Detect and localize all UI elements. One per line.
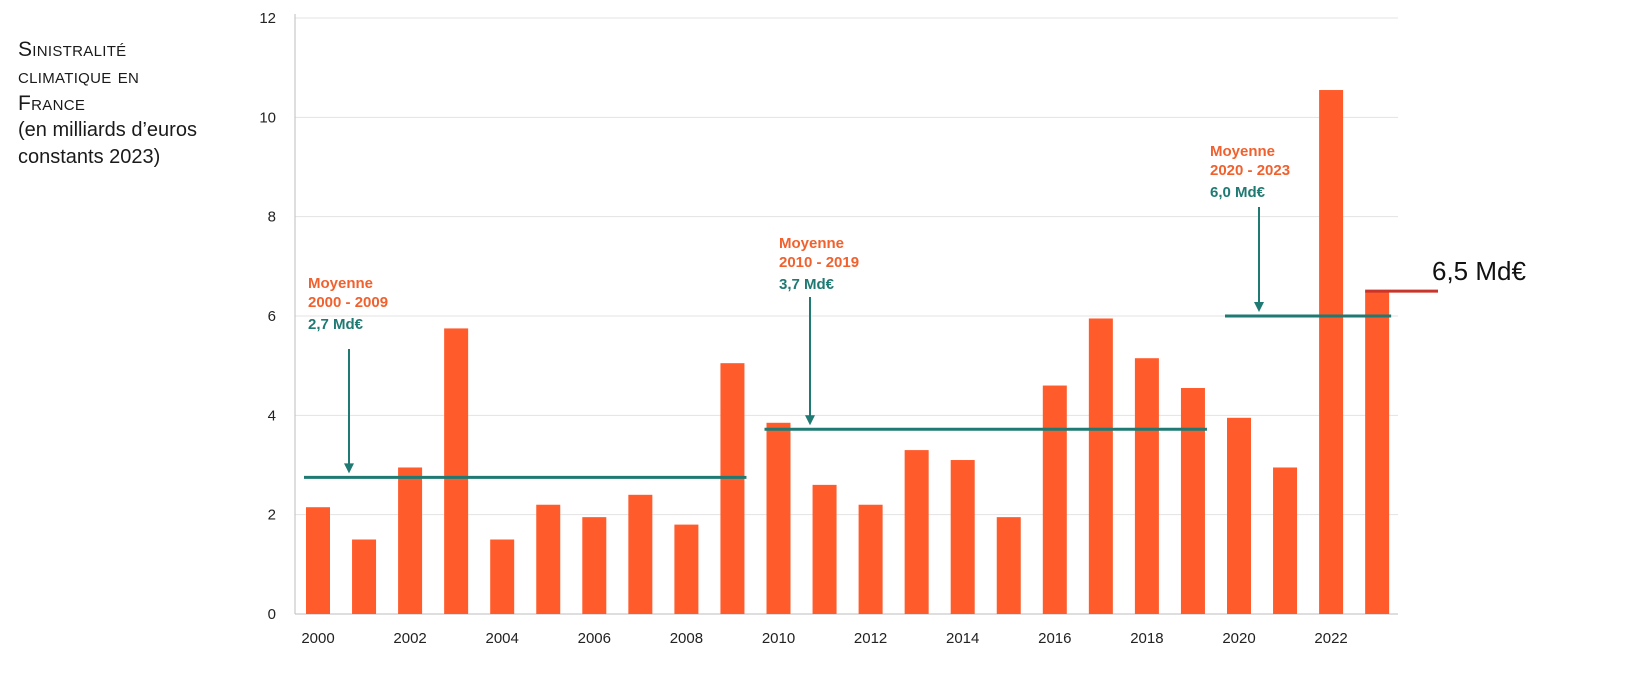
average-value: 2,7 Md€ — [308, 316, 364, 333]
average-value: 6,0 Md€ — [1210, 184, 1266, 201]
title-line-1: Sinistralité — [18, 38, 127, 61]
x-tick-label: 2000 — [301, 630, 334, 647]
subtitle-line-1: (en milliards d’euros — [18, 119, 197, 141]
x-tick-label: 2006 — [578, 630, 611, 647]
bar-2011 — [812, 484, 837, 614]
average-value: 3,7 Md€ — [779, 276, 835, 293]
highlight-label: 6,5 Md€ — [1432, 256, 1526, 286]
x-tick-label: 2022 — [1314, 630, 1347, 647]
bar-2005 — [536, 504, 561, 614]
bar-2015 — [996, 517, 1021, 614]
average-label: Moyenne — [308, 275, 373, 292]
y-tick-label: 12 — [259, 10, 276, 27]
x-tick-label: 2010 — [762, 630, 795, 647]
average-period: 2000 - 2009 — [308, 294, 388, 311]
bar-2017 — [1088, 318, 1113, 614]
average-period: 2010 - 2019 — [779, 254, 859, 271]
average-label: Moyenne — [1210, 143, 1275, 160]
bar-2007 — [628, 494, 653, 614]
bar-2004 — [490, 539, 515, 614]
y-tick-label: 8 — [268, 209, 276, 226]
x-tick-label: 2012 — [854, 630, 887, 647]
chart-title: Sinistralité climatique en France (en mi… — [18, 36, 248, 171]
title-line-3: France — [18, 92, 86, 115]
bar-2019 — [1180, 388, 1205, 614]
arrow-head — [805, 415, 815, 426]
subtitle-line-2: constants 2023) — [18, 146, 161, 168]
bar-2023 — [1365, 291, 1390, 614]
bar-2016 — [1042, 385, 1067, 614]
x-tick-label: 2004 — [486, 630, 519, 647]
bar-2013 — [904, 450, 929, 614]
x-tick-label: 2014 — [946, 630, 979, 647]
average-label: Moyenne — [779, 235, 844, 252]
arrow-head — [1254, 302, 1264, 312]
bar-2020 — [1227, 417, 1251, 614]
bar-2010 — [766, 422, 791, 614]
y-tick-label: 0 — [268, 606, 276, 623]
title-line-2: climatique en — [18, 65, 140, 88]
bar-2003 — [444, 328, 469, 614]
bar-2008 — [674, 524, 699, 614]
y-tick-label: 2 — [268, 507, 276, 524]
bar-2006 — [582, 517, 607, 614]
y-tick-label: 6 — [268, 308, 276, 325]
bar-2012 — [858, 504, 883, 614]
bar-2000 — [306, 507, 330, 614]
average-period: 2020 - 2023 — [1210, 162, 1290, 179]
bar-2021 — [1273, 467, 1298, 614]
bar-2018 — [1134, 358, 1159, 614]
bar-2014 — [950, 460, 975, 614]
x-tick-label: 2018 — [1130, 630, 1163, 647]
x-tick-label: 2008 — [670, 630, 703, 647]
bar-2002 — [398, 467, 423, 614]
x-tick-label: 2020 — [1222, 630, 1255, 647]
bar-2001 — [352, 539, 377, 614]
y-tick-label: 10 — [259, 109, 276, 126]
x-tick-label: 2016 — [1038, 630, 1071, 647]
bar-2009 — [720, 363, 745, 614]
arrow-head — [344, 463, 354, 474]
x-tick-label: 2002 — [393, 630, 426, 647]
y-tick-label: 4 — [268, 407, 276, 424]
bar-2022 — [1319, 90, 1344, 615]
